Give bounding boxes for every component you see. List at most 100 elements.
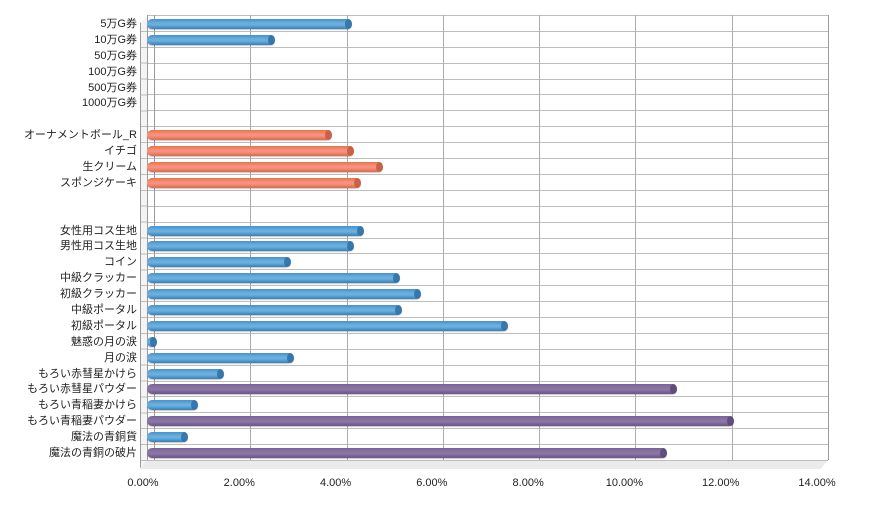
bar-end-cap [284, 257, 292, 268]
value-tick-label: 8.00% [512, 477, 544, 489]
row-gridline [147, 269, 828, 271]
category-label: 魅惑の月の涙 [71, 335, 137, 348]
bar-end-cap [267, 34, 275, 45]
row-gridline [147, 173, 828, 175]
bar-end-cap [375, 161, 383, 172]
bar-end-cap [414, 289, 422, 300]
category-label: 生クリーム [82, 160, 137, 173]
value-tick-label: 14.00% [798, 477, 836, 489]
category-label: もろい赤彗星パウダー [27, 383, 137, 396]
bar [147, 336, 157, 347]
value-tick-label: 10.00% [605, 477, 644, 489]
plot-left-border [147, 15, 148, 460]
bar [147, 161, 383, 172]
bar-end-cap [356, 225, 364, 236]
category-label: もろい青稲妻かけら [38, 399, 137, 412]
bar [147, 289, 422, 300]
category-label: 中級ポータル [71, 304, 137, 317]
row-gridline [147, 237, 828, 239]
category-label: 魔法の青銅の破片 [49, 447, 137, 460]
row-gridline [147, 316, 828, 318]
bar-end-cap [344, 18, 352, 29]
category-label: スポンジケーキ [60, 176, 137, 189]
bar-end-cap [217, 368, 225, 379]
row-gridline [147, 221, 828, 223]
bar [147, 130, 333, 141]
bar [147, 241, 354, 252]
category-label: 初級ポータル [71, 319, 137, 332]
row-gridline [147, 396, 828, 398]
bar [147, 432, 188, 443]
value-gridline [346, 15, 348, 460]
bar [147, 34, 275, 45]
row-gridline [147, 285, 828, 287]
row-gridline [147, 412, 828, 414]
bar-end-cap [325, 130, 333, 141]
category-label: 女性用コス生地 [60, 224, 137, 237]
bar [147, 416, 735, 427]
category-label: もろい青稲妻パウダー [27, 415, 137, 428]
category-label: 1000万G券 [81, 97, 137, 110]
category-label: もろい赤彗星かけら [38, 367, 137, 380]
bar-end-cap [190, 400, 198, 411]
value-gridline [635, 15, 637, 460]
bar-end-cap [727, 416, 735, 427]
floor-3d [140, 460, 828, 469]
category-label: 中級クラッカー [60, 272, 137, 285]
bar [147, 448, 667, 459]
bar [147, 257, 292, 268]
row-gridline [147, 380, 828, 382]
row-gridline [147, 110, 828, 112]
row-gridline [147, 30, 828, 32]
category-label: 男性用コス生地 [60, 240, 137, 253]
category-label: コイン [104, 256, 137, 269]
value-tick-label: 0.00% [127, 477, 159, 489]
row-gridline [147, 428, 828, 430]
row-gridline [147, 444, 828, 446]
row-gridline [147, 189, 828, 191]
bar-end-cap [395, 305, 403, 316]
value-gridline [154, 15, 155, 460]
row-gridline [147, 253, 828, 255]
bar-end-cap [347, 146, 354, 157]
category-label: 500万G券 [88, 81, 137, 94]
category-label: 魔法の青銅貨 [71, 431, 137, 444]
bar [147, 273, 400, 284]
row-gridline [147, 142, 828, 144]
category-label: 初級クラッカー [60, 288, 137, 301]
bar [147, 352, 294, 363]
row-gridline [147, 62, 828, 64]
bar-end-cap [354, 177, 362, 188]
row-gridline [147, 301, 828, 303]
bar-end-cap [392, 273, 400, 284]
row-gridline [147, 94, 828, 96]
bar [147, 225, 364, 236]
bar [147, 400, 198, 411]
category-label: 50万G券 [94, 49, 137, 62]
left-wall-3d [140, 15, 148, 468]
category-label: 5万G券 [100, 17, 137, 30]
row-gridline [147, 348, 828, 350]
bar-end-cap [347, 241, 354, 252]
row-gridline [147, 205, 828, 207]
value-gridline [828, 15, 829, 460]
bar [147, 177, 362, 188]
bar [147, 18, 352, 29]
value-gridline [250, 15, 252, 460]
value-tick-label: 12.00% [702, 477, 740, 489]
value-gridline [731, 15, 733, 460]
category-label: オーナメントボール_R [23, 129, 137, 142]
row-gridline [147, 158, 828, 160]
row-gridline [147, 78, 828, 80]
bar [147, 368, 225, 379]
bar [147, 146, 354, 157]
bar-end-cap [659, 448, 667, 459]
value-tick-label: 4.00% [319, 477, 352, 489]
category-label: 100万G券 [88, 65, 137, 78]
row-gridline [147, 364, 828, 366]
row-gridline [147, 332, 828, 334]
bar [147, 384, 677, 395]
category-label: 月の涙 [104, 351, 137, 364]
value-tick-label: 6.00% [416, 477, 448, 489]
